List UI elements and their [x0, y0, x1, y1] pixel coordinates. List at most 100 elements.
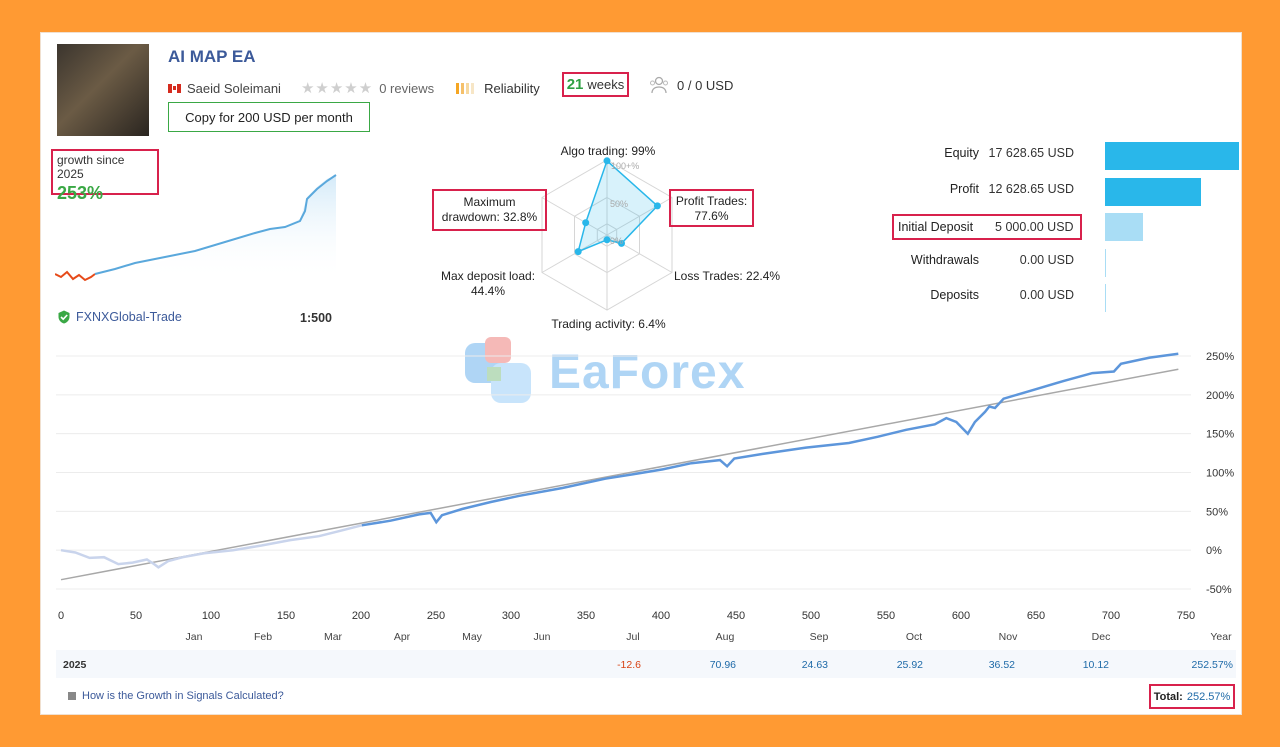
total-label: Total: [1153, 690, 1183, 703]
total-value: 252.57% [1186, 690, 1231, 703]
profit-trades-box: Profit Trades: 77.6% [669, 189, 754, 227]
weeks-word: weeks [587, 77, 625, 92]
x-tick-label: 550 [877, 610, 895, 622]
y-tick-label: 250% [1206, 351, 1234, 363]
max-deposit-load-label: Max deposit load: [440, 269, 536, 283]
growth-mini-line-negative [55, 270, 96, 282]
max-drawdown-label: Maximum [463, 195, 516, 209]
stat-value: 12 628.65 USD [988, 181, 1074, 196]
year-month-value: 70.96 [709, 659, 736, 671]
radar-spoke-2 [606, 234, 673, 273]
weeks-badge: 21 weeks [562, 72, 629, 97]
check-icon [58, 310, 70, 324]
month-label: Jul [626, 631, 639, 643]
growth-value: 253% [57, 183, 104, 203]
max-deposit-load-value: 44.4% [470, 284, 506, 298]
canada-flag-icon [168, 83, 181, 93]
stat-label: Withdrawals [910, 252, 979, 267]
x-tick-label: 500 [802, 610, 820, 622]
chart-month-labels: Jan Feb Mar Apr May Jun Jul Aug Sep Oct Nov Dec Year [186, 631, 1233, 643]
reliability-icon [456, 82, 475, 94]
x-tick-label: 50 [130, 610, 142, 622]
radar-chart: 100+% 50% 0% [541, 157, 673, 311]
reviews-count[interactable]: 0 reviews [379, 80, 435, 96]
y-tick-label: -50% [1206, 584, 1232, 596]
watermark: EaForex [461, 333, 745, 411]
profit-trades-label: Profit Trades: [675, 194, 748, 208]
year-month-value: 24.63 [801, 659, 828, 671]
radar-spoke-1 [606, 197, 673, 236]
month-label: Jan [186, 631, 203, 643]
total-box: Total: 252.57% [1149, 684, 1235, 709]
stat-label: Initial Deposit [898, 220, 974, 234]
radar-ring-100: 100+% [611, 161, 639, 171]
radar-dot-drawdown [582, 219, 590, 227]
radar-dot-loss [618, 239, 625, 247]
x-tick-label: 200 [352, 610, 370, 622]
rating-stars-icon: ★★★★★ [300, 80, 374, 97]
x-tick-label: 400 [652, 610, 670, 622]
stat-row-equity: Equity 17 628.65 USD [879, 143, 1081, 163]
help-link[interactable]: How is the Growth in Signals Calculated? [82, 690, 284, 702]
stat-bar [1105, 142, 1239, 170]
x-tick-label: 450 [727, 610, 745, 622]
weeks-number: 21 [566, 76, 584, 93]
stat-row-initial-deposit: Initial Deposit 5 000.00 USD [892, 214, 1082, 240]
x-tick-label: 600 [952, 610, 970, 622]
stat-label: Equity [944, 146, 979, 160]
author-row: Saeid Soleimani ★★★★★ 0 reviews Reliabil… [168, 79, 540, 97]
avatar[interactable] [57, 44, 149, 136]
chart-grid [56, 355, 1191, 590]
month-label: May [462, 631, 483, 643]
growth-chart[interactable]: 250% 200% 150% 100% 50% 0% -50% 0 50 100 150 200 25… [41, 343, 1241, 653]
growth-mini-line [94, 174, 337, 275]
author-name[interactable]: Saeid Soleimani [187, 80, 281, 96]
stat-value: 17 628.65 USD [988, 146, 1074, 160]
stat-label: Deposits [930, 288, 979, 302]
month-label: Sep [810, 631, 829, 643]
month-label: Oct [906, 631, 922, 643]
growth-label: growth since 2025 [57, 153, 125, 181]
stat-row-profit: Profit 12 628.65 USD [879, 179, 1081, 199]
growth-line [361, 352, 1179, 527]
broker-name[interactable]: FXNXGlobal-Trade [76, 310, 182, 324]
year-month-value: -12.6 [617, 659, 641, 671]
loss-trades-label: Loss Trades: 22.4% [674, 269, 781, 283]
radar-dot-profit [653, 202, 661, 210]
chart-y-labels: 250% 200% 150% 100% 50% 0% -50% [1206, 351, 1234, 596]
radar-algo-label: Algo trading: 99% [560, 144, 656, 158]
info-icon [68, 692, 76, 700]
subscribers-value: 0 / 0 USD [677, 77, 734, 93]
copy-button[interactable]: Copy for 200 USD per month [168, 102, 370, 132]
help-row: How is the Growth in Signals Calculated? [68, 690, 284, 702]
max-drawdown-value: drawdown: 32.8% [441, 210, 538, 224]
growth-mini-area [95, 175, 336, 281]
stat-value: 0.00 USD [1019, 288, 1074, 302]
leverage: 1:500 [300, 311, 332, 325]
trading-activity-label: Trading activity: 6.4% [551, 317, 666, 331]
radar-dot-algo [603, 157, 611, 165]
month-label: Year [1210, 631, 1232, 643]
signal-title[interactable]: AI MAP EA [168, 47, 256, 66]
radar-dot-deposit-load [574, 248, 582, 256]
x-tick-label: 100 [202, 610, 220, 622]
max-deposit-load: Max deposit load: 44.4% [433, 269, 543, 299]
year-label: 2025 [63, 659, 87, 671]
year-month-value: 25.92 [896, 659, 923, 671]
max-drawdown-box: Maximum drawdown: 32.8% [432, 189, 547, 231]
month-label: Feb [254, 631, 272, 643]
x-tick-label: 250 [427, 610, 445, 622]
stat-label: Profit [949, 181, 979, 196]
month-label: Mar [324, 631, 343, 643]
month-label: Nov [999, 631, 1018, 643]
radar-dots [574, 157, 661, 256]
broker-row: FXNXGlobal-Trade [57, 310, 182, 324]
x-tick-label: 0 [58, 610, 64, 622]
chart-x-labels: 0 50 100 150 200 250 300 350 400 450 500 550 600 650 7… [58, 610, 1195, 622]
trend-line [60, 368, 1179, 581]
x-tick-label: 350 [577, 610, 595, 622]
growth-line-early [60, 524, 363, 569]
stat-bar [1105, 284, 1106, 312]
month-label: Jun [534, 631, 551, 643]
year-row [56, 650, 1236, 678]
